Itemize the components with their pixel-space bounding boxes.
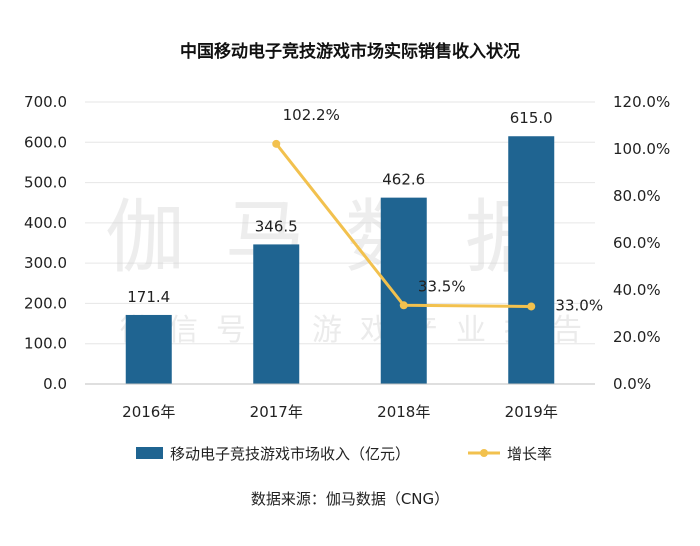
- y-right-tick-label: 60.0%: [613, 234, 661, 252]
- y-right-tick-label: 20.0%: [613, 328, 661, 346]
- bar-value-label: 462.6: [382, 171, 425, 189]
- legend-line-label: 增长率: [507, 445, 552, 463]
- growth-point: [272, 139, 281, 148]
- y-left-tick-label: 200.0: [24, 294, 67, 312]
- growth-point: [399, 301, 408, 310]
- axes: 0.0 100.0 200.0 300.0 400.0 500.0 600.0 700.0 0.…: [24, 93, 670, 421]
- legend-line-marker: [480, 449, 488, 457]
- growth-value-label: 102.2%: [283, 106, 340, 124]
- gridlines: [85, 101, 595, 345]
- legend: 移动电子竞技游戏市场收入（亿元） 增长率: [136, 445, 552, 463]
- legend-bar-swatch: [136, 447, 163, 459]
- bar-value-label: 615.0: [510, 109, 553, 127]
- watermark: 伽马数据 微信号：游戏产业报告: [105, 191, 600, 348]
- y-right-tick-label: 40.0%: [613, 281, 661, 299]
- bar-value-label: 171.4: [127, 288, 170, 306]
- x-tick-label: 2017年: [250, 403, 303, 421]
- watermark-subtitle: 微信号：游戏产业报告: [120, 313, 600, 348]
- line-series: 102.2% 33.5% 33.0%: [272, 106, 603, 314]
- legend-bar-label: 移动电子竞技游戏市场收入（亿元）: [170, 445, 410, 463]
- y-left-tick-label: 700.0: [24, 93, 67, 111]
- x-tick-label: 2018年: [377, 403, 430, 421]
- y-left-tick-label: 300.0: [24, 254, 67, 272]
- x-tick-label: 2019年: [505, 403, 558, 421]
- bar: [253, 244, 300, 384]
- y-right-tick-label: 0.0%: [613, 375, 651, 393]
- x-tick-label: 2016年: [122, 403, 175, 421]
- bar: [380, 197, 427, 384]
- y-left-tick-label: 400.0: [24, 214, 67, 232]
- y-left-tick-label: 600.0: [24, 133, 67, 151]
- bar-value-label: 346.5: [255, 217, 298, 235]
- y-right-tick-label: 80.0%: [613, 187, 661, 205]
- growth-value-label: 33.5%: [418, 277, 466, 295]
- y-left-tick-label: 0.0: [43, 375, 67, 393]
- y-right-tick-label: 100.0%: [613, 140, 670, 158]
- y-right-tick-label: 120.0%: [613, 93, 670, 111]
- y-left-tick-label: 100.0: [24, 335, 67, 353]
- bar: [508, 136, 555, 384]
- bar-series: 171.4 346.5 462.6 615.0: [125, 109, 555, 384]
- chart-title: 中国移动电子竞技游戏市场实际销售收入状况: [180, 41, 520, 62]
- bar: [125, 314, 172, 384]
- growth-value-label: 33.0%: [555, 296, 603, 314]
- y-left-tick-label: 500.0: [24, 174, 67, 192]
- source-note: 数据来源：伽马数据（CNG）: [251, 490, 449, 508]
- growth-point: [527, 302, 536, 311]
